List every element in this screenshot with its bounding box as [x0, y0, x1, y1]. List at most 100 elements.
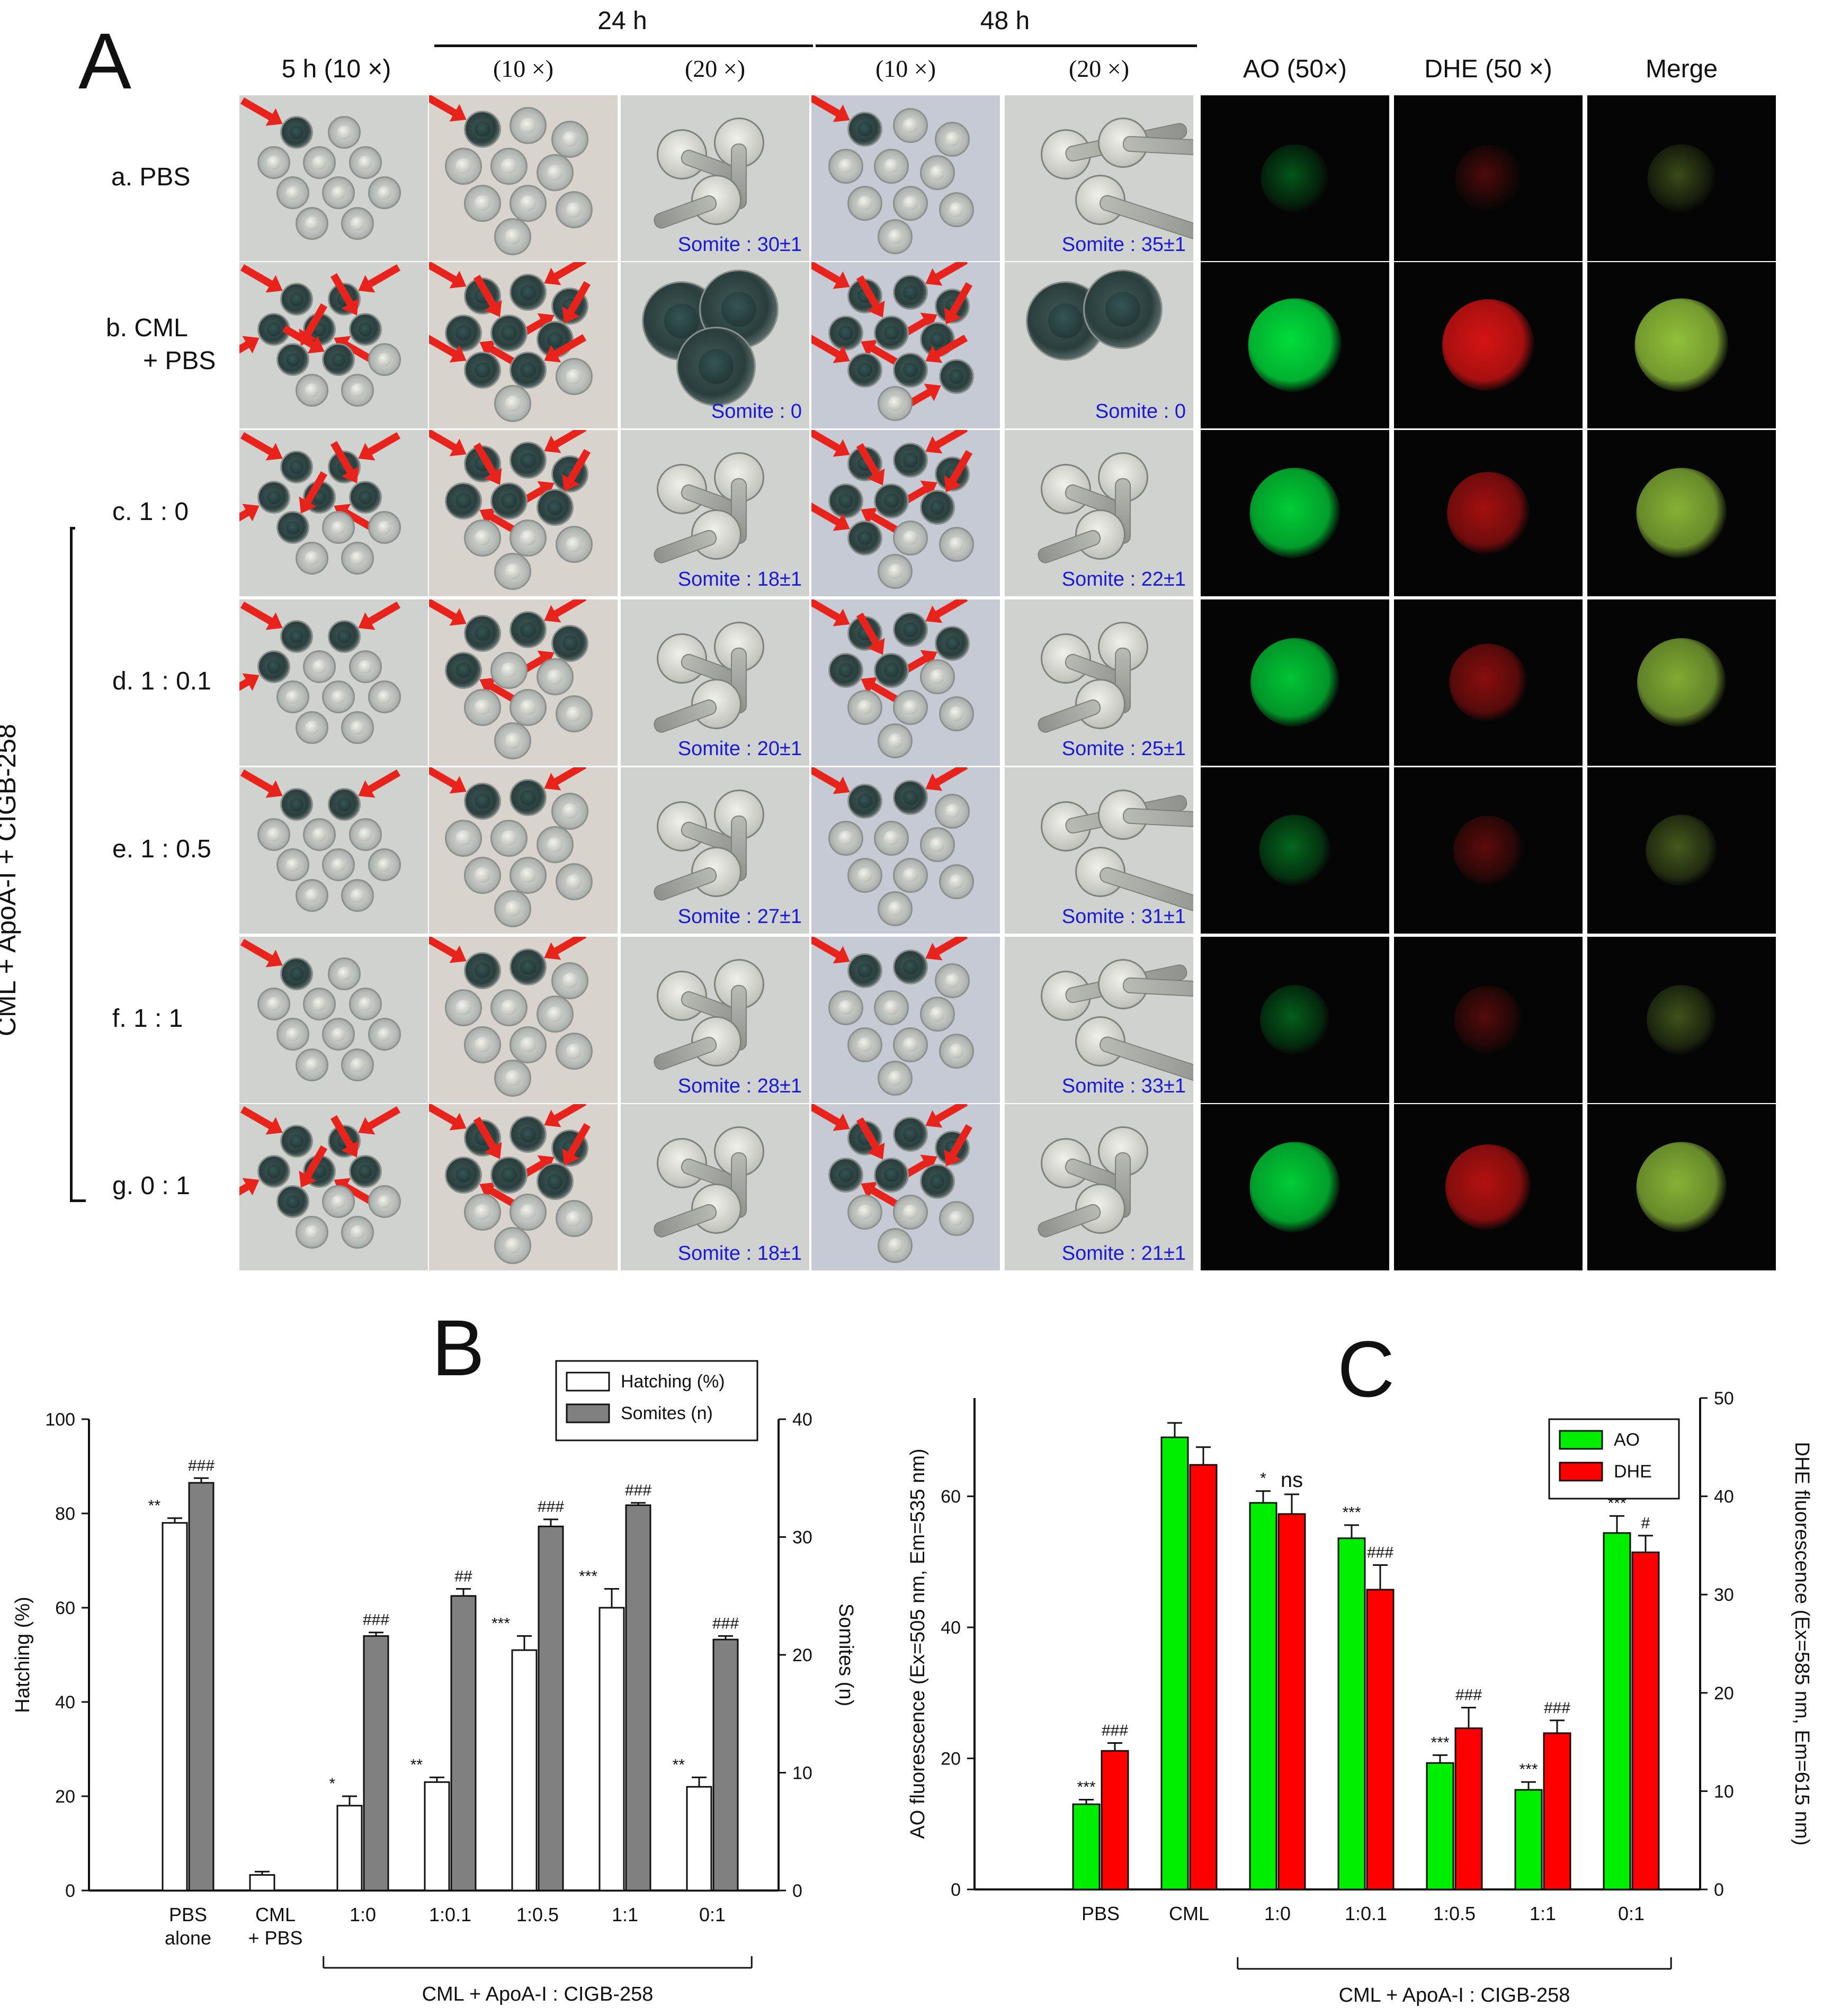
embryo [939, 864, 974, 900]
embryo-yolk [505, 229, 521, 245]
red-arrow-marker [239, 676, 253, 702]
image-cell-r4-c7 [1586, 766, 1777, 935]
embryo [893, 352, 928, 388]
red-arrow-marker [364, 264, 401, 290]
embryo-yolk [305, 720, 319, 734]
y-tick-label-right: 30 [792, 1528, 812, 1548]
embryo-yolk [949, 1044, 964, 1059]
embryo-yolk [566, 874, 582, 890]
embryo-yolk [290, 292, 303, 306]
chart-c-ao-dhe-fluorescence: 0 20 40 60 0 10 20 30 40 50 AO fluorescence (Ex=50… [907, 1388, 1813, 2006]
legend-label: AO [1614, 1430, 1640, 1450]
embryo-yolk [505, 563, 521, 579]
embryo-yolk [501, 999, 517, 1016]
legend-label: DHE [1614, 1462, 1652, 1482]
ao-bar [1514, 1789, 1543, 1890]
significance-star-label: *** [491, 1615, 510, 1632]
embryo-yolk [290, 1134, 303, 1148]
embryo [935, 121, 970, 157]
row-label-3: d. 1 : 0.1 [112, 667, 211, 695]
embryo [328, 957, 361, 990]
embryo-yolk [351, 720, 365, 734]
significance-hash-label: ### [538, 1498, 564, 1516]
embryo [510, 351, 547, 389]
red-arrow-marker [429, 767, 460, 791]
embryo-yolk [903, 195, 918, 211]
x-category-label: PBS [1082, 1903, 1120, 1924]
embryo [257, 1155, 290, 1188]
fluorescent-embryo [1260, 985, 1330, 1055]
embryo-yolk [838, 325, 853, 341]
embryo [257, 650, 290, 684]
embryo-yolk [337, 798, 351, 811]
embryo-yolk [266, 1164, 281, 1179]
embryo-yolk [888, 901, 903, 916]
embryo-yolk [562, 803, 578, 819]
embryo [303, 650, 336, 684]
image-cell-r0-c1 [428, 94, 619, 263]
y-tick-label-left: 40 [55, 1692, 75, 1713]
embryo [878, 554, 913, 589]
image-cell-r0-c0 [238, 94, 429, 263]
embryo [828, 483, 863, 518]
y-axis-label-left: AO fluorescence (Ex=505 nm, Em=535 nm) [907, 1448, 929, 1839]
image-cell-r0-c7 [1586, 94, 1777, 263]
significance-star-label: *** [1342, 1504, 1361, 1521]
embryo-yolk [547, 165, 563, 181]
embryo-yolk [501, 830, 517, 846]
embryo [847, 111, 882, 147]
embryo-yolk [475, 699, 490, 715]
embryo-yolk [857, 121, 872, 137]
embryo-yolk [266, 828, 281, 842]
embryo-yolk [884, 493, 899, 508]
y-tick-label-right: 40 [1714, 1487, 1734, 1507]
embryo [490, 482, 528, 519]
embryo [510, 274, 547, 311]
embryo-yolk [505, 901, 521, 917]
somitesn-bar [538, 1525, 564, 1892]
significance-hash-label: ### [1455, 1687, 1482, 1704]
embryo [463, 782, 501, 820]
embryo-yolk [888, 1071, 903, 1086]
embryo-yolk [945, 131, 960, 147]
ao-bar [1426, 1762, 1454, 1890]
ao-bar [1603, 1532, 1631, 1890]
embryo-yolk [903, 453, 918, 468]
embryo [322, 1185, 355, 1218]
embryo-yolk [332, 521, 346, 535]
embryo-yolk [520, 530, 536, 546]
embryo-yolk [475, 121, 490, 137]
significance-hash-label: ## [454, 1567, 472, 1585]
embryo [276, 680, 309, 714]
significance-star-label: ** [673, 1756, 685, 1773]
embryo-yolk [884, 1000, 899, 1015]
embryo-yolk [562, 635, 578, 651]
time-header-24h: 24 h [597, 7, 647, 35]
embryo [463, 1193, 501, 1231]
image-cell-r2-c0 [238, 429, 429, 597]
embryo-yolk [475, 793, 490, 809]
embryo-yolk [285, 521, 300, 535]
embryo-yolk [949, 874, 964, 890]
significance-hash-label: ### [712, 1615, 739, 1632]
embryo [939, 696, 974, 732]
x-category-label: 1:0.1 [429, 1904, 471, 1925]
embryo [257, 818, 290, 852]
embryo-yolk [312, 660, 327, 674]
embryo [555, 695, 593, 733]
image-cell-r4-c3 [810, 766, 1001, 935]
somite-count-label: Somite : 18±1 [677, 1242, 802, 1265]
image-cell-r3-c4: Somite : 25±1 [1004, 598, 1194, 767]
embryo-yolk [903, 530, 918, 545]
embryo-yolk [949, 537, 964, 552]
embryo [276, 511, 309, 544]
red-arrow-marker [429, 599, 460, 623]
ao-bar [1249, 1502, 1277, 1890]
embryo [368, 343, 401, 377]
embryo-yolk [455, 830, 471, 846]
embryo-yolk [475, 962, 490, 979]
red-arrow-marker [239, 507, 253, 532]
row-label-1: b. CML [106, 314, 188, 342]
embryo [828, 148, 863, 184]
embryo-yolk [305, 888, 319, 902]
